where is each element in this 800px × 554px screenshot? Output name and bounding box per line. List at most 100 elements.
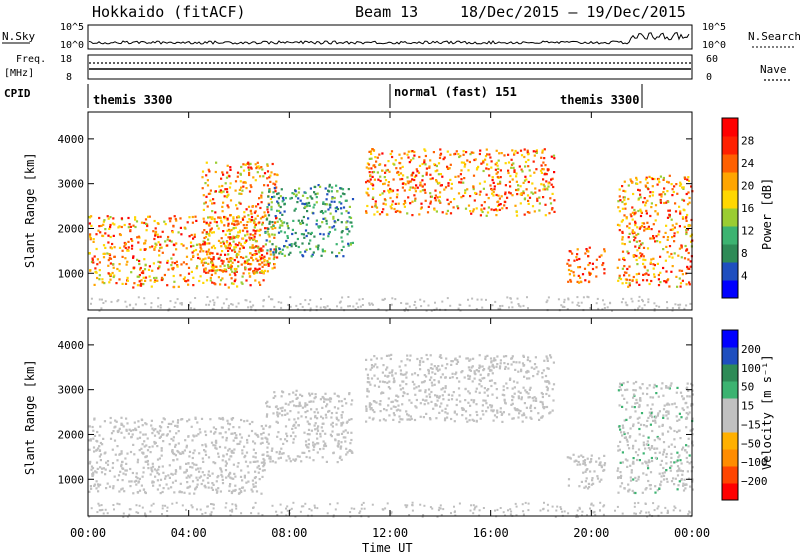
echo-pixel xyxy=(225,247,228,250)
echo-pixel xyxy=(138,280,141,283)
ground-pixel xyxy=(423,300,426,303)
echo-pixel xyxy=(670,480,674,483)
ground-pixel xyxy=(382,508,385,511)
echo-pixel xyxy=(454,358,457,361)
echo-pixel xyxy=(619,485,622,488)
echo-pixel xyxy=(395,409,398,412)
echo-pixel xyxy=(435,417,438,420)
echo-pixel xyxy=(243,489,246,492)
echo-pixel xyxy=(159,478,163,481)
echo-pixel xyxy=(662,394,665,397)
echo-pixel xyxy=(626,267,629,271)
echo-pixel xyxy=(383,198,386,201)
ground-pixel xyxy=(359,510,362,513)
echo-pixel xyxy=(668,215,671,218)
echo-pixel xyxy=(264,263,268,266)
echo-pixel xyxy=(639,397,642,400)
echo-pixel xyxy=(219,269,222,272)
echo-pixel xyxy=(159,261,162,264)
echo-pixel xyxy=(424,149,427,152)
echo-pixel xyxy=(230,277,233,280)
echo-pixel xyxy=(103,219,106,222)
echo-pixel xyxy=(348,418,351,421)
echo-pixel xyxy=(238,188,241,191)
echo-pixel xyxy=(638,416,641,419)
echo-pixel xyxy=(246,259,249,262)
echo-pixel xyxy=(95,471,98,474)
echo-pixel xyxy=(272,253,275,256)
echo-pixel xyxy=(221,262,224,265)
echo-pixel xyxy=(212,256,215,259)
echo-pixel xyxy=(107,217,110,220)
ground-pixel xyxy=(589,507,591,510)
echo-pixel xyxy=(378,153,381,156)
echo-pixel xyxy=(130,247,134,250)
echo-pixel xyxy=(665,245,668,248)
y-tick-label: 3000 xyxy=(58,178,85,191)
ground-pixel xyxy=(190,504,193,507)
echo-pixel xyxy=(450,187,453,190)
echo-pixel xyxy=(229,266,233,269)
echo-pixel xyxy=(392,178,395,181)
echo-pixel xyxy=(675,460,678,463)
ground-pixel xyxy=(261,514,264,517)
echo-pixel xyxy=(187,474,190,477)
ground-pixel xyxy=(129,303,132,306)
ground-pixel xyxy=(166,506,169,509)
echo-pixel xyxy=(168,443,171,446)
echo-pixel xyxy=(684,244,687,248)
echo-pixel xyxy=(206,205,209,208)
echo-pixel xyxy=(215,269,218,272)
ground-pixel xyxy=(450,512,452,515)
ground-pixel xyxy=(485,298,487,301)
ground-pixel xyxy=(642,300,644,303)
echo-pixel xyxy=(472,186,475,189)
echo-pixel xyxy=(446,412,449,415)
echo-pixel xyxy=(157,241,160,244)
echo-pixel xyxy=(204,443,207,446)
echo-pixel xyxy=(489,404,492,407)
ground-pixel xyxy=(527,307,529,310)
echo-pixel xyxy=(294,231,297,235)
echo-pixel xyxy=(478,391,481,394)
echo-pixel xyxy=(430,195,433,198)
echo-pixel xyxy=(665,469,668,472)
echo-pixel xyxy=(665,281,668,284)
ground-pixel xyxy=(481,306,484,309)
echo-pixel xyxy=(205,445,208,448)
echo-pixel xyxy=(266,208,269,211)
echo-pixel xyxy=(457,175,460,178)
echo-pixel xyxy=(429,200,432,203)
echo-pixel xyxy=(533,363,537,366)
ground-pixel xyxy=(652,502,655,505)
echo-pixel xyxy=(639,399,642,402)
echo-pixel xyxy=(211,252,214,255)
echo-pixel xyxy=(686,213,689,217)
ground-pixel xyxy=(180,302,183,304)
echo-pixel xyxy=(647,459,650,462)
power-colorbar-tick-label: 8 xyxy=(741,247,748,260)
echo-pixel xyxy=(392,418,395,421)
echo-pixel xyxy=(176,424,179,427)
echo-pixel xyxy=(488,379,492,382)
echo-pixel xyxy=(505,355,508,358)
echo-pixel xyxy=(237,265,240,268)
ground-pixel xyxy=(110,300,113,303)
echo-pixel xyxy=(527,158,530,162)
echo-pixel xyxy=(266,177,269,180)
echo-pixel xyxy=(401,182,404,185)
echo-pixel xyxy=(483,207,486,210)
echo-pixel xyxy=(404,201,407,204)
echo-pixel xyxy=(472,401,475,404)
ground-pixel xyxy=(674,303,677,306)
echo-pixel xyxy=(472,208,475,211)
ground-pixel xyxy=(674,506,677,509)
echo-pixel xyxy=(136,275,139,278)
ground-pixel xyxy=(212,503,215,506)
echo-pixel xyxy=(579,463,582,466)
echo-pixel xyxy=(546,359,549,362)
echo-pixel xyxy=(467,204,471,207)
echo-pixel xyxy=(301,202,304,205)
echo-pixel xyxy=(677,469,680,472)
echo-pixel xyxy=(228,247,231,250)
